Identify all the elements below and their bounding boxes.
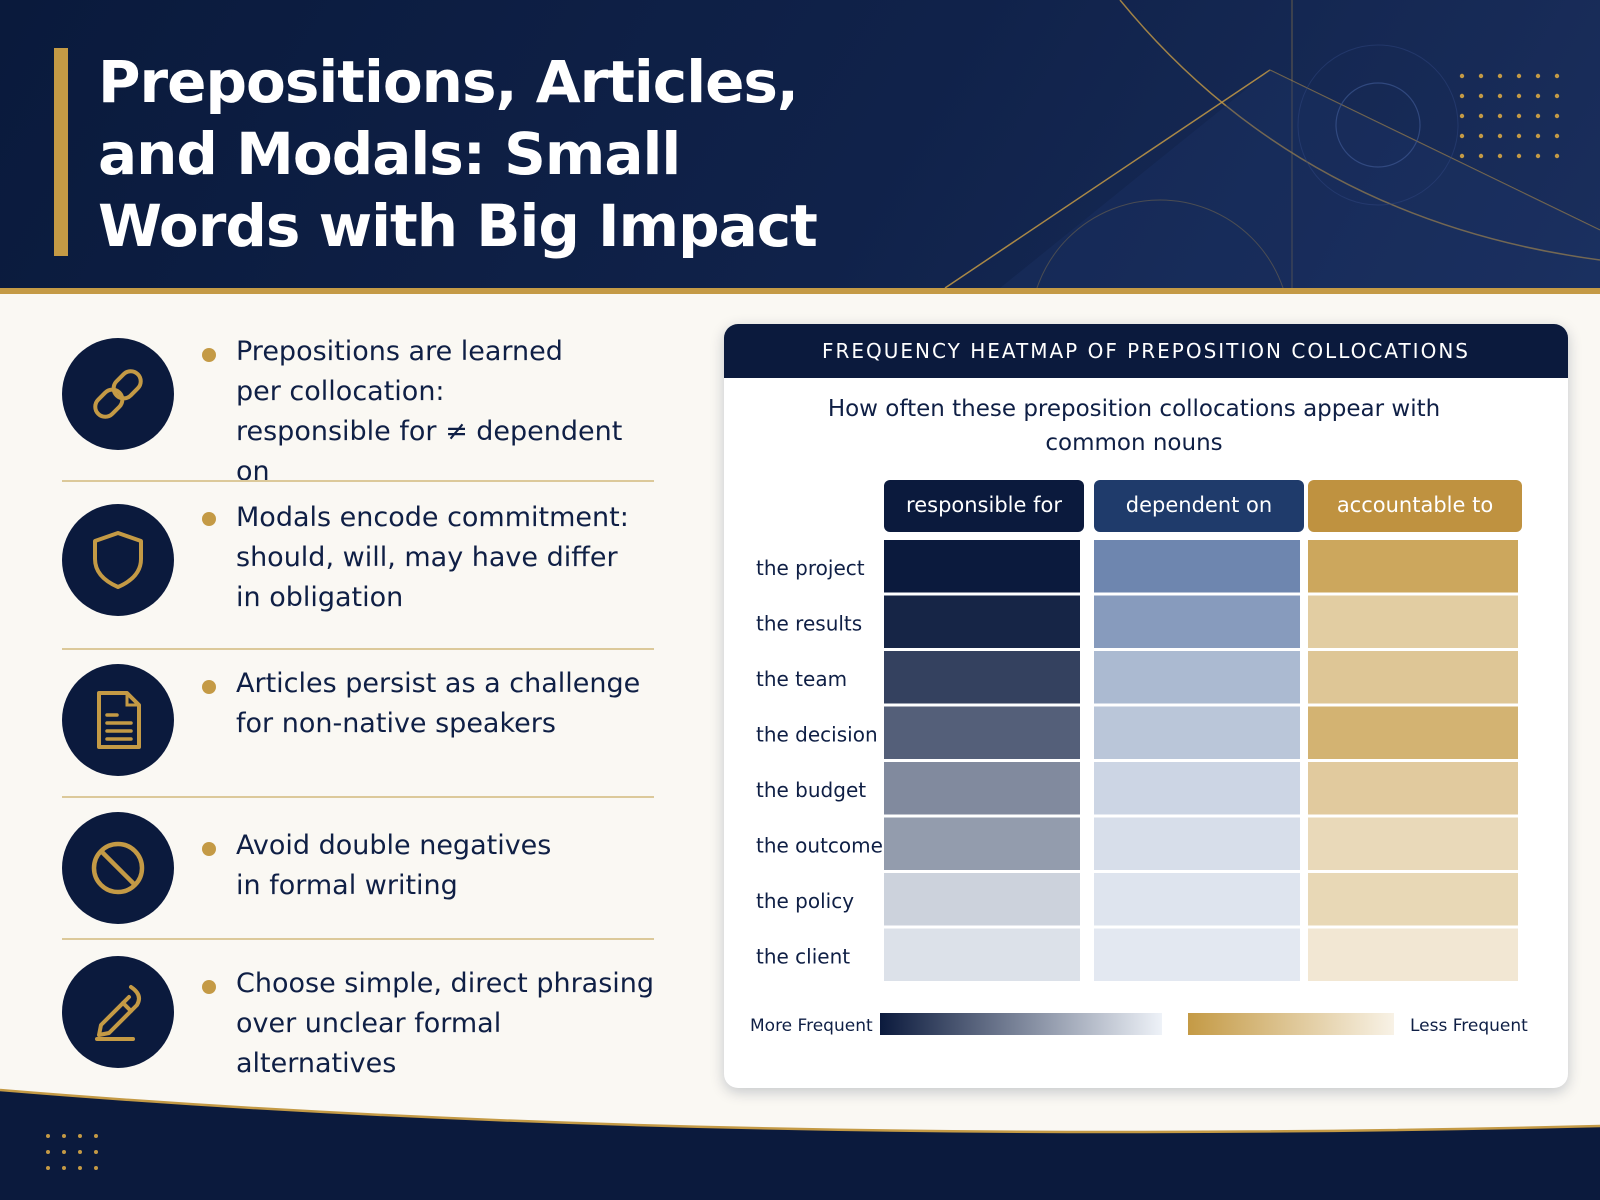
heatmap-cell: [884, 595, 1080, 648]
bullet-marker: [202, 980, 216, 994]
title-accent-bar: [54, 48, 68, 256]
header-gold-rule: [0, 288, 1600, 294]
heatmap-cell: [1094, 817, 1300, 870]
link-icon: [62, 338, 174, 450]
pen-icon: [62, 956, 174, 1068]
heatmap-cell: [884, 762, 1080, 815]
footer-decoration: [0, 1088, 1600, 1200]
header-banner: Prepositions, Articles, and Modals: Smal…: [0, 0, 1600, 288]
heatmap-cell: [884, 706, 1080, 759]
column-header: responsible for: [884, 480, 1084, 532]
column-header-background: [1308, 480, 1522, 532]
heatmap-cell: [1308, 595, 1518, 648]
heatmap-cell: [1094, 595, 1300, 648]
divider: [62, 480, 654, 482]
heatmap-card: FREQUENCY HEATMAP OF PREPOSITION COLLOCA…: [724, 324, 1568, 1088]
legend-scale-navy: [880, 1013, 1162, 1035]
heatmap-cell: [884, 540, 1080, 593]
legend-scale-gold: [1188, 1013, 1394, 1035]
heatmap-cell: [1308, 706, 1518, 759]
heatmap-subtitle: How often these preposition collocations…: [827, 396, 1441, 456]
heatmap-cell: [1094, 540, 1300, 593]
legend-label-more: More Frequent: [750, 1016, 873, 1036]
document-icon: [62, 664, 174, 776]
heatmap-cell: [1308, 817, 1518, 870]
heatmap-cell: [884, 928, 1080, 981]
bullet-text: Avoid double negatives in formal writing: [236, 830, 552, 901]
row-label: the policy: [756, 889, 854, 913]
row-label: the project: [756, 556, 865, 580]
heatmap-cell: [884, 651, 1080, 704]
column-header-background: [884, 480, 1084, 532]
heatmap-cell: [1094, 706, 1300, 759]
header-decoration: [944, 0, 1600, 288]
heatmap-cell: [1094, 762, 1300, 815]
column-header-background: [1094, 480, 1304, 532]
heatmap-cell: [1308, 873, 1518, 926]
bullet-marker: [202, 348, 216, 362]
heatmap-cell: [1308, 928, 1518, 981]
heatmap-cell: [1308, 762, 1518, 815]
prohibition-icon: [62, 812, 174, 924]
column-header-label: responsible for: [906, 493, 1062, 517]
divider: [62, 796, 654, 798]
divider: [62, 648, 654, 650]
heatmap-cell: [884, 873, 1080, 926]
row-label: the results: [756, 611, 862, 635]
heatmap-cell: [1094, 928, 1300, 981]
heatmap-cell: [1094, 651, 1300, 704]
column-header: dependent on: [1094, 480, 1304, 532]
bullet-marker: [202, 680, 216, 694]
column-header-label: dependent on: [1126, 493, 1272, 517]
divider: [62, 938, 654, 940]
bullet-marker: [202, 512, 216, 526]
row-label: the budget: [756, 778, 866, 802]
heatmap-cell: [1308, 651, 1518, 704]
column-header: accountable to: [1308, 480, 1522, 532]
row-label: the client: [756, 944, 850, 968]
row-label: the decision: [756, 722, 878, 746]
heatmap-heading: FREQUENCY HEATMAP OF PREPOSITION COLLOCA…: [724, 324, 1568, 378]
heatmap-chart: responsible for dependent on accountable t…: [750, 480, 1528, 1036]
bullet-text: Articles persist as a challenge for non-…: [236, 668, 641, 739]
shield-icon: [62, 504, 174, 616]
bullet-text: Modals encode commitment: should, will, …: [236, 502, 629, 613]
bullet-text: Prepositions are learned per collocation…: [236, 336, 623, 487]
legend-label-less: Less Frequent: [1410, 1016, 1528, 1036]
row-label: the outcome: [756, 833, 883, 857]
row-label: the team: [756, 667, 847, 691]
heatmap-cell: [1308, 540, 1518, 593]
page-title: Prepositions, Articles, and Modals: Smal…: [98, 48, 818, 260]
bullet-text: Choose simple, direct phrasing over uncl…: [236, 968, 655, 1079]
bullet-marker: [202, 842, 216, 856]
heatmap-cell: [884, 817, 1080, 870]
column-header-label: accountable to: [1337, 493, 1493, 517]
heatmap-cell: [1094, 873, 1300, 926]
